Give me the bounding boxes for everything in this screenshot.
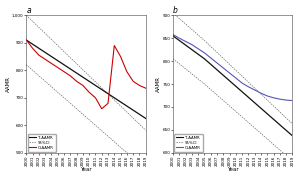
X-axis label: Year: Year bbox=[80, 167, 92, 172]
Y-axis label: AAMR: AAMR bbox=[6, 76, 10, 92]
Text: a: a bbox=[26, 6, 31, 15]
Text: b: b bbox=[173, 6, 178, 15]
Y-axis label: AAMR: AAMR bbox=[156, 76, 161, 92]
Legend: T-AAMR, 95%CI, O-AAMR: T-AAMR, 95%CI, O-AAMR bbox=[28, 134, 56, 152]
Legend: T-AAMR, 95%CI, O-AAMR: T-AAMR, 95%CI, O-AAMR bbox=[174, 134, 202, 152]
X-axis label: Year: Year bbox=[227, 167, 238, 172]
